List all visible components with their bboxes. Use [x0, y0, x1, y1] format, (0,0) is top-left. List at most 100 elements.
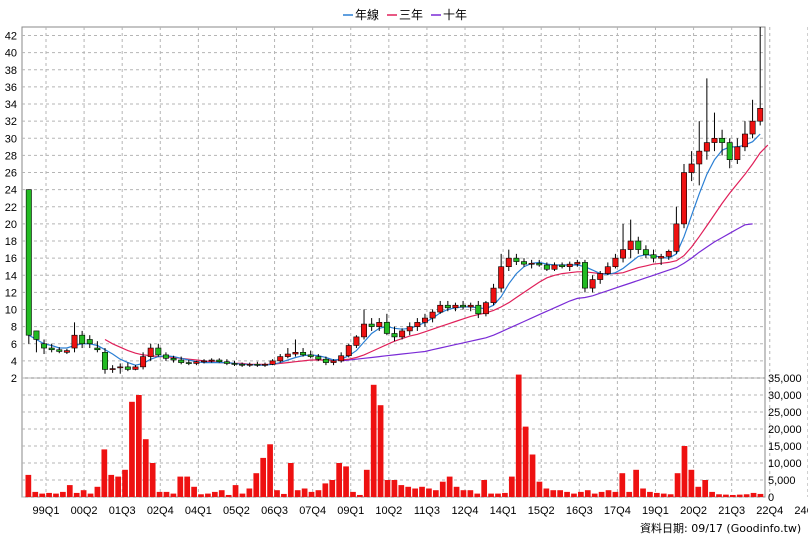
candle-body [307, 354, 314, 357]
volume-bar [115, 476, 121, 497]
candle-body [482, 302, 489, 315]
volume-bar [564, 491, 570, 497]
volume-bar [550, 490, 557, 497]
volume-bar [87, 493, 94, 497]
volume-bar [633, 469, 639, 497]
candle-body [368, 323, 375, 327]
volume-bar [370, 384, 377, 497]
candle-body [635, 240, 642, 250]
volume-bar [239, 493, 246, 497]
volume-bar [377, 405, 384, 497]
volume-bar [225, 494, 232, 497]
volume-bar [142, 439, 149, 497]
volume-bar [73, 492, 80, 497]
candle-body [254, 364, 261, 366]
volume-tick-label: 15,000 [768, 441, 802, 453]
candle-body [170, 358, 177, 361]
data-source-note: 資料日期: 09/17 (Goodinfo.tw) [640, 521, 801, 535]
volume-bar [439, 481, 446, 497]
price-plot-frame [21, 26, 766, 379]
legend-3y-label: 三年 [399, 8, 423, 22]
volume-bar [129, 401, 135, 497]
candle-body [79, 334, 86, 345]
candle-body [604, 266, 611, 274]
volume-bar [108, 474, 115, 497]
candle-body [147, 347, 154, 357]
candle-body [86, 339, 93, 345]
candle-body [277, 356, 284, 362]
candle-body [650, 254, 657, 259]
volume-bar [612, 491, 619, 497]
volume-bar [557, 490, 564, 497]
volume-bar [329, 480, 336, 497]
price-tick-label: 14 [5, 270, 17, 282]
volume-bar [750, 492, 757, 497]
candle-body [681, 172, 687, 225]
volume-bar [322, 483, 329, 497]
x-tick-label: 15Q2 [528, 505, 555, 517]
volume-bar [743, 494, 750, 497]
moving-average-lines [28, 133, 769, 366]
volume-bar [294, 490, 301, 497]
x-axis-labels: 99Q1 00Q2 01Q3 02Q4 04Q1 05Q2 06Q3 07Q4 09Q1 10Q2… [33, 505, 808, 517]
volume-bar [60, 491, 66, 497]
volume-tick-label: 5,000 [768, 475, 796, 487]
volume-bar [191, 486, 197, 497]
volume-tick-label: 25,000 [768, 407, 802, 419]
candle-body [269, 360, 276, 365]
volume-bar [156, 491, 163, 497]
volume-bar [94, 486, 101, 497]
x-tick-label: 10Q2 [375, 505, 402, 517]
volume-bar [315, 490, 322, 497]
candle-body [581, 262, 588, 289]
volume-bar [508, 476, 515, 497]
volume-bar [170, 493, 177, 497]
volume-bar [578, 491, 584, 497]
candle-body [703, 142, 710, 152]
volume-bar [515, 374, 522, 497]
volume-bar [453, 486, 460, 497]
candle-body [574, 262, 581, 265]
candle-body [33, 330, 40, 340]
volume-tick-label: 10,000 [768, 458, 802, 470]
price-tick-label: 36 [5, 82, 17, 94]
candle-body [132, 366, 139, 370]
x-tick-label: 11Q3 [414, 505, 440, 517]
volume-bar [308, 491, 315, 497]
candle-body [56, 349, 63, 352]
candle-body [246, 364, 253, 366]
volume-bar [80, 490, 87, 497]
candle-body [330, 360, 337, 363]
candle-body [551, 264, 558, 270]
candle-body [162, 354, 169, 359]
candle-body [262, 364, 268, 366]
x-tick-label: 00Q2 [71, 505, 98, 517]
candle-body [505, 257, 512, 268]
candle-body [749, 120, 756, 135]
candle-body [338, 355, 345, 362]
volume-bar [405, 486, 412, 497]
candle-body [376, 322, 383, 327]
x-tick-label: 22Q4 [756, 505, 783, 517]
candle-body [422, 317, 428, 323]
candle-body [513, 257, 520, 262]
candle-body [612, 257, 619, 268]
candle-body [658, 256, 665, 259]
price-tick-label: 28 [5, 150, 17, 162]
candle-body [41, 343, 48, 349]
x-tick-label: 04Q1 [185, 505, 212, 517]
volume-bar [419, 486, 425, 497]
volume-bar [474, 493, 481, 497]
volume-tick-label: 20,000 [768, 424, 802, 436]
candle-body [429, 311, 436, 319]
x-tick-label: 14Q1 [490, 505, 517, 517]
volume-bar [274, 490, 280, 497]
volume-bar [391, 480, 398, 497]
volume-bar [46, 492, 52, 497]
candle-body [315, 356, 322, 360]
grid-lines [22, 27, 808, 498]
candle-body [437, 304, 444, 313]
volume-bar [136, 395, 142, 497]
candle-body [322, 358, 329, 363]
